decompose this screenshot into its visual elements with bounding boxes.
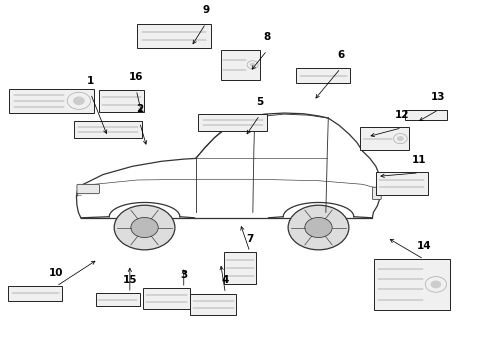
Circle shape (431, 280, 441, 288)
Text: 15: 15 (122, 275, 137, 285)
Bar (9, 89, 94, 113)
Bar (74, 121, 142, 138)
Bar (360, 127, 409, 150)
Bar (99, 90, 144, 112)
Bar (296, 68, 350, 83)
Text: 8: 8 (264, 32, 270, 42)
Circle shape (288, 205, 349, 250)
Text: 14: 14 (416, 241, 431, 251)
Text: 5: 5 (256, 97, 263, 107)
Text: 2: 2 (136, 104, 143, 114)
Text: 11: 11 (412, 155, 426, 165)
Bar (137, 24, 211, 48)
Circle shape (397, 136, 404, 141)
Bar (190, 294, 237, 315)
Text: 13: 13 (431, 92, 446, 102)
Bar (406, 110, 447, 120)
Circle shape (114, 205, 175, 250)
Text: 9: 9 (202, 5, 209, 15)
Bar (8, 286, 62, 301)
Bar (96, 293, 140, 306)
Text: 10: 10 (49, 268, 64, 278)
Text: 1: 1 (87, 76, 94, 86)
Bar (376, 172, 427, 195)
Circle shape (131, 217, 158, 238)
Bar (373, 259, 450, 310)
Text: 12: 12 (394, 110, 409, 120)
Text: 7: 7 (246, 234, 254, 244)
FancyBboxPatch shape (372, 187, 381, 199)
Bar (144, 288, 190, 309)
Text: 16: 16 (129, 72, 144, 82)
Bar (220, 50, 260, 80)
Circle shape (305, 217, 332, 238)
Text: 6: 6 (337, 50, 344, 60)
FancyBboxPatch shape (77, 184, 99, 194)
Text: 3: 3 (180, 270, 187, 280)
Bar (198, 114, 267, 131)
Circle shape (250, 63, 255, 67)
Circle shape (73, 96, 85, 105)
Bar (224, 252, 256, 284)
Text: 4: 4 (221, 275, 229, 285)
